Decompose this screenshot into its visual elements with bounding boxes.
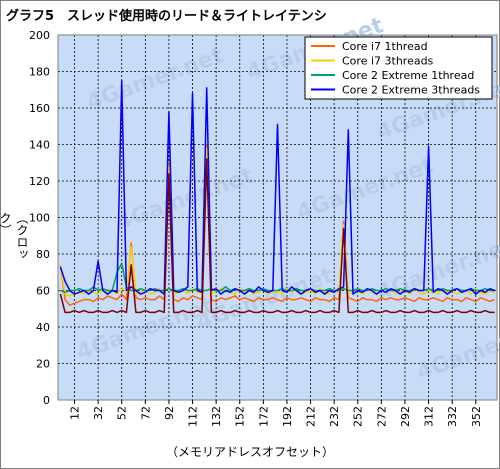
legend-label: Core 2 Extreme 3threads <box>342 84 480 97</box>
x-tick-label: 192 <box>281 406 294 427</box>
y-tick-label: 120 <box>29 175 50 188</box>
legend-box <box>304 36 493 100</box>
legend-label: Core i7 3threads <box>342 55 434 68</box>
plot-border <box>57 34 498 401</box>
y-axis-ticks: 0 20 40 60 80 100 120 140 160 180 200 <box>29 29 50 407</box>
y-tick-label: 180 <box>29 66 50 79</box>
x-tick-label: 172 <box>257 406 270 427</box>
x-axis-ticks: 12 32 52 72 92 112 132 152 172 192 212 232 252 272 292… <box>69 400 483 427</box>
y-tick-label: 40 <box>36 321 50 334</box>
x-tick-label: 12 <box>69 406 82 420</box>
y-tick-label: 0 <box>43 394 50 407</box>
x-tick-label: 332 <box>446 406 459 427</box>
x-tick-label: 272 <box>375 406 388 427</box>
series-line-4 <box>59 158 495 314</box>
series-lines <box>59 79 495 314</box>
x-tick-label: 92 <box>163 406 176 420</box>
x-tick-label: 32 <box>92 406 105 420</box>
y-tick-label: 100 <box>29 212 50 225</box>
y-tick-label: 140 <box>29 139 50 152</box>
y-tick-label: 60 <box>36 285 50 298</box>
x-tick-label: 132 <box>210 406 223 427</box>
x-tick-label: 312 <box>423 406 436 427</box>
chart-title: グラフ5 スレッド使用時のリード＆ライトレイテンシ <box>6 9 327 24</box>
x-tick-label: 152 <box>234 406 247 427</box>
series-line-1 <box>59 147 495 297</box>
x-tick-label: 252 <box>352 406 365 427</box>
y-tick-label: 20 <box>36 358 50 371</box>
x-tick-label: 292 <box>399 406 412 427</box>
legend-label: Core i7 1thread <box>342 40 428 53</box>
y-axis-label: （クロック） <box>0 212 29 260</box>
y-tick-label: 80 <box>36 248 50 261</box>
x-tick-label: 232 <box>328 406 341 427</box>
x-tick-label: 52 <box>116 406 129 420</box>
x-axis-label: （メモリアドレスオフセット） <box>165 445 334 459</box>
y-tick-label: 160 <box>29 102 50 115</box>
y-tick-label: 200 <box>29 29 50 42</box>
x-tick-label: 352 <box>470 406 483 427</box>
x-tick-label: 112 <box>187 406 200 427</box>
x-tick-label: 212 <box>305 406 318 427</box>
legend-label: Core 2 Extreme 1thread <box>342 69 474 82</box>
x-tick-label: 72 <box>139 406 152 420</box>
